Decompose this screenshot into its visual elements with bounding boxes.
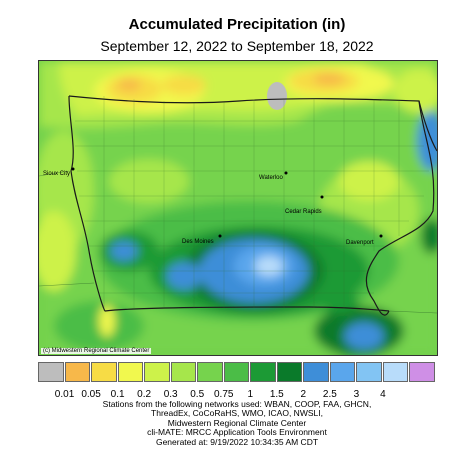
legend-swatch: [64, 362, 91, 382]
map-title: Accumulated Precipitation (in): [128, 16, 346, 33]
city-cedar-rapids[interactable]: Cedar Rapids: [285, 195, 324, 216]
legend-swatch: [38, 362, 64, 382]
footer-line: cli-MATE: MRCC Application Tools Environ…: [147, 427, 327, 438]
legend-label: 1: [247, 389, 254, 400]
legend-label: 0.05: [81, 389, 101, 400]
svg-text:Waterloo: Waterloo: [259, 175, 283, 181]
legend-swatch: [409, 362, 435, 382]
footer-line: Generated at: 9/19/2022 10:34:35 AM CDT: [155, 436, 319, 447]
map-credit: (c) Midwestern Regional Climate Center: [41, 348, 152, 354]
legend-swatch: [303, 362, 329, 382]
footer-line: ThreadEx, CoCoRaHS, WMO, ICAO, NWSLI,: [151, 408, 323, 419]
legend-swatch: [197, 362, 223, 382]
legend-label: 0.01: [54, 389, 75, 400]
legend-swatch: [382, 362, 409, 382]
city-des-moines[interactable]: Des Moines: [182, 234, 222, 246]
no-precip-area: [267, 82, 287, 110]
legend-label: 3: [353, 389, 360, 400]
legend-color-bar: [38, 362, 436, 382]
footer-line: Stations from the following networks use…: [102, 399, 372, 409]
legend-label: 0.3: [163, 389, 178, 400]
footer-notes: Stations from the following networks use…: [0, 399, 474, 447]
legend-label: 4: [380, 389, 386, 400]
legend-label: 0.1: [110, 389, 125, 400]
svg-text:Sioux City: Sioux City: [43, 171, 70, 177]
precipitation-field: [39, 61, 437, 355]
legend-swatch: [223, 362, 250, 382]
state-border-north: [68, 95, 437, 152]
legend-swatch: [170, 362, 197, 382]
legend-swatch: [250, 362, 276, 382]
legend-label: 2: [300, 389, 307, 400]
legend-swatch: [276, 362, 303, 382]
legend-swatch: [91, 362, 117, 382]
state-border-west-south: [68, 95, 390, 312]
map-canvas: Sioux City Waterloo Cedar Rapids Des Moi…: [39, 61, 437, 355]
svg-text:Cedar Rapids: Cedar Rapids: [285, 209, 322, 215]
neighbor-state-lines: [39, 170, 437, 314]
city-waterloo[interactable]: Waterloo: [259, 171, 288, 182]
legend-swatch: [144, 362, 170, 382]
legend-label: 0.75: [213, 389, 234, 400]
footer-line: Midwestern Regional Climate Center: [167, 417, 307, 428]
legend-label: 1.5: [269, 389, 284, 400]
precipitation-map[interactable]: Sioux City Waterloo Cedar Rapids Des Moi…: [38, 60, 438, 356]
city-sioux-city[interactable]: Sioux City: [43, 167, 75, 178]
state-border-east: [365, 100, 435, 316]
legend-labels: 0.01 0.05 0.1 0.2 0.3 0.5 0.75 1 1.5 2 2.5 3 4: [38, 389, 436, 401]
svg-text:Des Moines: Des Moines: [182, 239, 214, 245]
legend-swatch: [117, 362, 144, 382]
legend-swatch: [329, 362, 356, 382]
legend-label: 2.5: [322, 389, 337, 400]
svg-text:Davenport: Davenport: [346, 240, 374, 246]
legend-label: 0.5: [190, 389, 205, 400]
county-grid: [75, 96, 429, 311]
legend-swatch: [356, 362, 382, 382]
map-subtitle: September 12, 2022 to September 18, 2022: [100, 38, 374, 54]
city-davenport[interactable]: Davenport: [346, 234, 383, 247]
legend-label: 0.2: [137, 389, 152, 400]
